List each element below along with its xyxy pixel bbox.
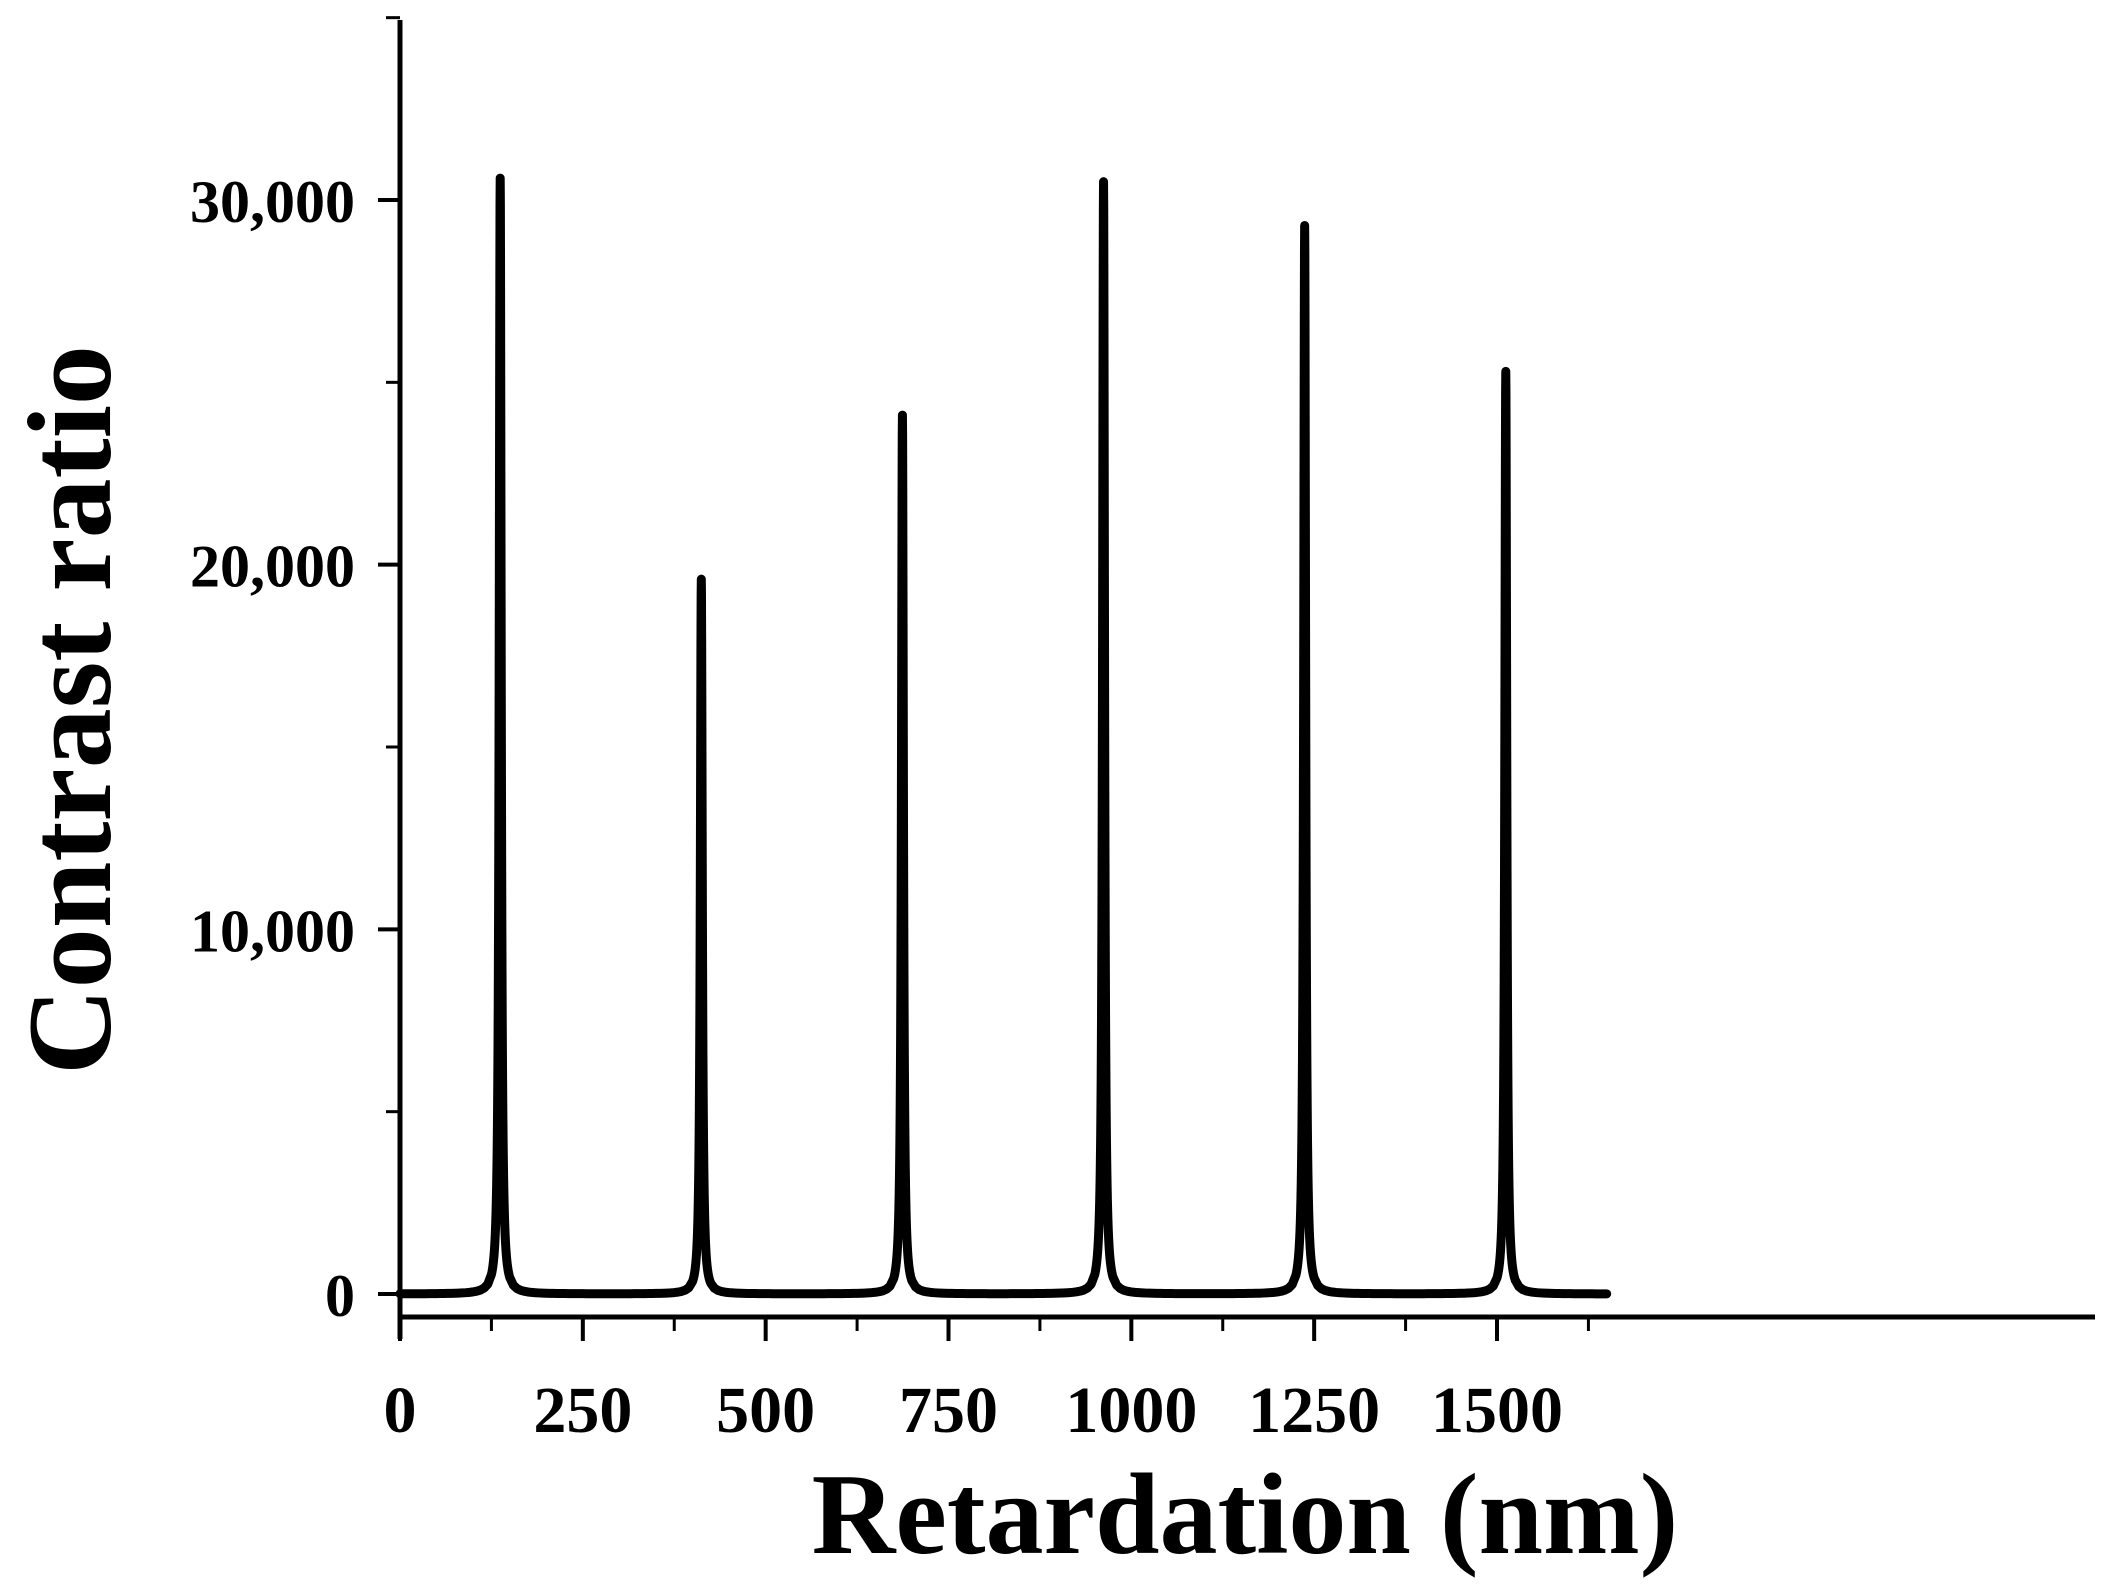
- y-tick-label: 0: [325, 1263, 355, 1329]
- series-line: [395, 173, 1612, 1299]
- tick-labels: 0 250 500 750 1000 1250 1500 0 10,000 20,000 30,00…: [190, 169, 1563, 1447]
- x-tick-label: 750: [899, 1374, 998, 1447]
- y-tick-label: 30,000: [190, 169, 355, 235]
- axes: [378, 16, 2095, 1341]
- x-tick-label: 1500: [1431, 1374, 1563, 1447]
- x-tick-label: 0: [384, 1374, 417, 1447]
- peak-point: [899, 412, 906, 419]
- x-axis-title: Retardation (nm): [812, 1451, 1679, 1579]
- x-tick-label: 500: [716, 1374, 815, 1447]
- x-tick-label: 1000: [1065, 1374, 1197, 1447]
- y-tick-label: 20,000: [190, 534, 355, 600]
- y-axis-title: Contrast ratio: [3, 345, 136, 1075]
- peak-point: [698, 576, 705, 583]
- peak-point: [1100, 178, 1107, 185]
- y-tick-label: 10,000: [190, 898, 355, 964]
- peak-point: [1502, 368, 1509, 375]
- x-tick-label: 1250: [1248, 1374, 1380, 1447]
- peak-point: [1301, 222, 1308, 229]
- peak-point: [497, 175, 504, 182]
- x-tick-label: 250: [533, 1374, 632, 1447]
- plot-area: [395, 173, 1612, 1299]
